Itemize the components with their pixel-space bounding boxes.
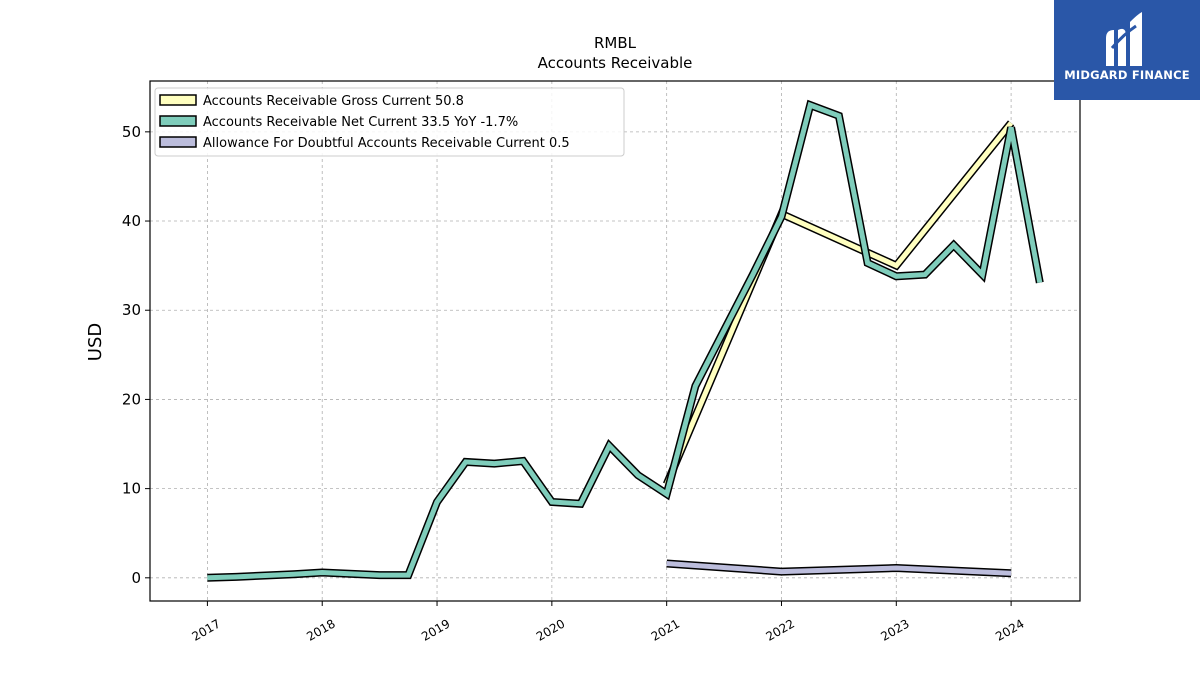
y-axis-label: USD <box>85 323 106 361</box>
legend-swatch-2 <box>159 136 197 148</box>
legend-label-0: Accounts Receivable Gross Current 50.8 <box>203 94 464 109</box>
grid-lines <box>150 81 1080 601</box>
series-line-0 <box>664 121 1014 486</box>
x-tick-label: 2023 <box>878 616 911 643</box>
y-axis-ticks: 0 10 20 30 40 50 <box>122 123 150 587</box>
x-tick-label: 2020 <box>534 616 567 643</box>
plot-frame <box>149 80 1081 602</box>
brand-name: MIDGARD FINANCE <box>1064 68 1190 82</box>
x-axis-ticks: 2017 2018 2019 2020 2021 2022 2023 2024 <box>189 601 1027 644</box>
x-tick-label: 2021 <box>649 616 682 643</box>
legend-label-2: Allowance For Doubtful Accounts Receivab… <box>203 136 570 151</box>
legend-swatch-0 <box>159 94 197 106</box>
legend-swatch-1 <box>159 115 197 127</box>
y-tick-label: 40 <box>122 212 141 230</box>
legend: Accounts Receivable Gross Current 50.8 Ac… <box>154 87 625 157</box>
y-tick-label: 30 <box>122 301 141 319</box>
series-line-1 <box>207 101 1043 581</box>
series-layer <box>207 99 1044 582</box>
y-tick-label: 20 <box>122 390 141 408</box>
series-outline-1 <box>207 99 1044 582</box>
legend-label-1: Accounts Receivable Net Current 33.5 YoY… <box>203 115 518 130</box>
y-tick-label: 10 <box>122 480 141 498</box>
chart-subtitle: Accounts Receivable <box>538 54 693 72</box>
y-tick-label: 50 <box>122 123 141 141</box>
midgard-finance-logo: MIDGARD FINANCE <box>1054 0 1200 100</box>
series-line-2 <box>666 561 1012 576</box>
chart-title: RMBL <box>594 34 637 52</box>
legend-box <box>154 87 625 157</box>
x-tick-label: 2018 <box>304 616 337 643</box>
x-tick-label: 2022 <box>764 616 797 643</box>
x-tick-label: 2017 <box>189 616 222 643</box>
midgard-logo-icon <box>1106 12 1142 66</box>
y-tick-label: 0 <box>131 569 141 587</box>
x-tick-label: 2019 <box>419 616 452 643</box>
series-outline-0 <box>663 120 1015 486</box>
x-tick-label: 2024 <box>993 616 1026 643</box>
